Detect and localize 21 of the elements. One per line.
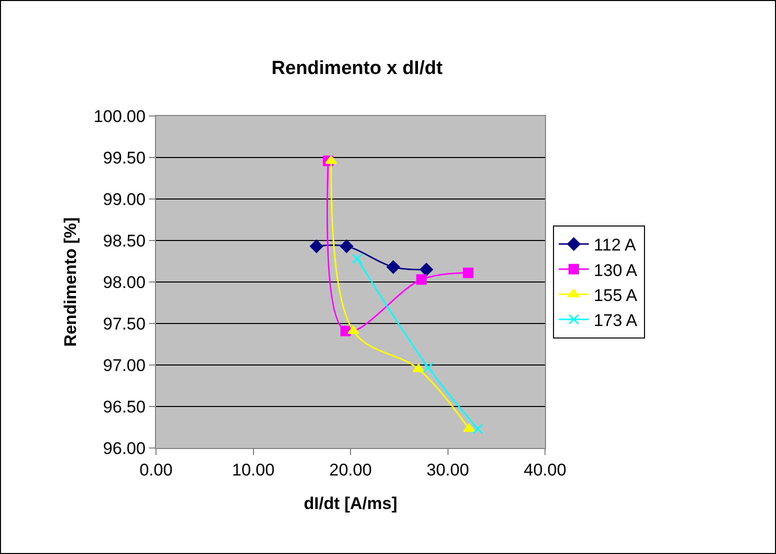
y-tick-label: 97.00 xyxy=(103,356,146,375)
y-tick-label: 97.50 xyxy=(103,314,146,334)
legend-label: 173 A xyxy=(594,310,638,330)
y-tick-label: 99.50 xyxy=(103,148,146,168)
x-tick-label: 40.00 xyxy=(524,460,566,480)
y-tick-label: 99.00 xyxy=(103,190,146,209)
x-tick-label: 10.00 xyxy=(232,460,275,480)
x-axis-title: dI/dt [A/ms] xyxy=(304,494,398,513)
y-tick-label: 100.00 xyxy=(94,106,146,126)
x-tick-label: 20.00 xyxy=(329,460,372,480)
y-tick-label: 96.00 xyxy=(103,438,146,458)
legend-label: 130 A xyxy=(594,260,638,280)
legend-label: 112 A xyxy=(594,236,637,255)
legend-label: 155 A xyxy=(594,286,638,305)
x-tick-label: 30.00 xyxy=(426,460,470,480)
y-tick-label: 98.50 xyxy=(103,231,146,250)
y-tick-label: 98.00 xyxy=(103,272,146,292)
chart-title: Rendimento x dI/dt xyxy=(272,58,444,79)
x-tick-label: 0.00 xyxy=(139,460,173,480)
y-axis-title: Rendimento [%] xyxy=(61,217,80,347)
y-tick-label: 96.50 xyxy=(103,397,146,416)
